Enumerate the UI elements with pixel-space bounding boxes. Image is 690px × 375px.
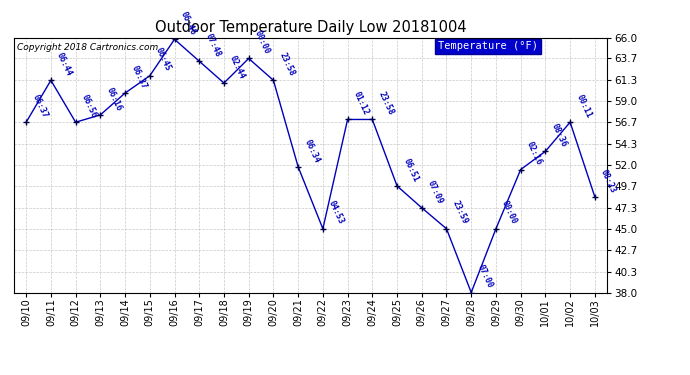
Text: 06:37: 06:37 [129, 64, 148, 90]
Text: 08:23: 08:23 [599, 168, 618, 194]
Text: 06:16: 06:16 [104, 86, 124, 112]
Text: 01:12: 01:12 [352, 90, 371, 117]
Text: 06:44: 06:44 [55, 51, 74, 78]
Title: Outdoor Temperature Daily Low 20181004: Outdoor Temperature Daily Low 20181004 [155, 20, 466, 35]
Text: 06:56: 06:56 [80, 93, 99, 119]
Text: 07:48: 07:48 [204, 32, 222, 58]
Text: 06:34: 06:34 [302, 138, 321, 164]
Text: 23:58: 23:58 [377, 90, 395, 117]
Text: 06:51: 06:51 [401, 157, 420, 183]
Text: 07:00: 07:00 [475, 263, 494, 290]
Text: 23:59: 23:59 [451, 200, 469, 226]
Text: 02:16: 02:16 [525, 140, 544, 167]
Text: Copyright 2018 Cartronics.com: Copyright 2018 Cartronics.com [17, 43, 158, 52]
Text: 02:44: 02:44 [228, 54, 247, 80]
Text: 06:45: 06:45 [154, 46, 172, 73]
Text: 08:36: 08:36 [549, 122, 569, 148]
Text: 00:00: 00:00 [253, 29, 272, 56]
Text: 07:09: 07:09 [426, 178, 444, 205]
Text: 23:58: 23:58 [277, 51, 296, 78]
Text: 04:53: 04:53 [327, 200, 346, 226]
Text: 00:00: 00:00 [500, 200, 519, 226]
Text: Temperature (°F): Temperature (°F) [438, 41, 538, 51]
Text: 06:37: 06:37 [30, 93, 49, 119]
Text: 00:11: 00:11 [574, 93, 593, 119]
Text: 06:46: 06:46 [179, 10, 197, 36]
